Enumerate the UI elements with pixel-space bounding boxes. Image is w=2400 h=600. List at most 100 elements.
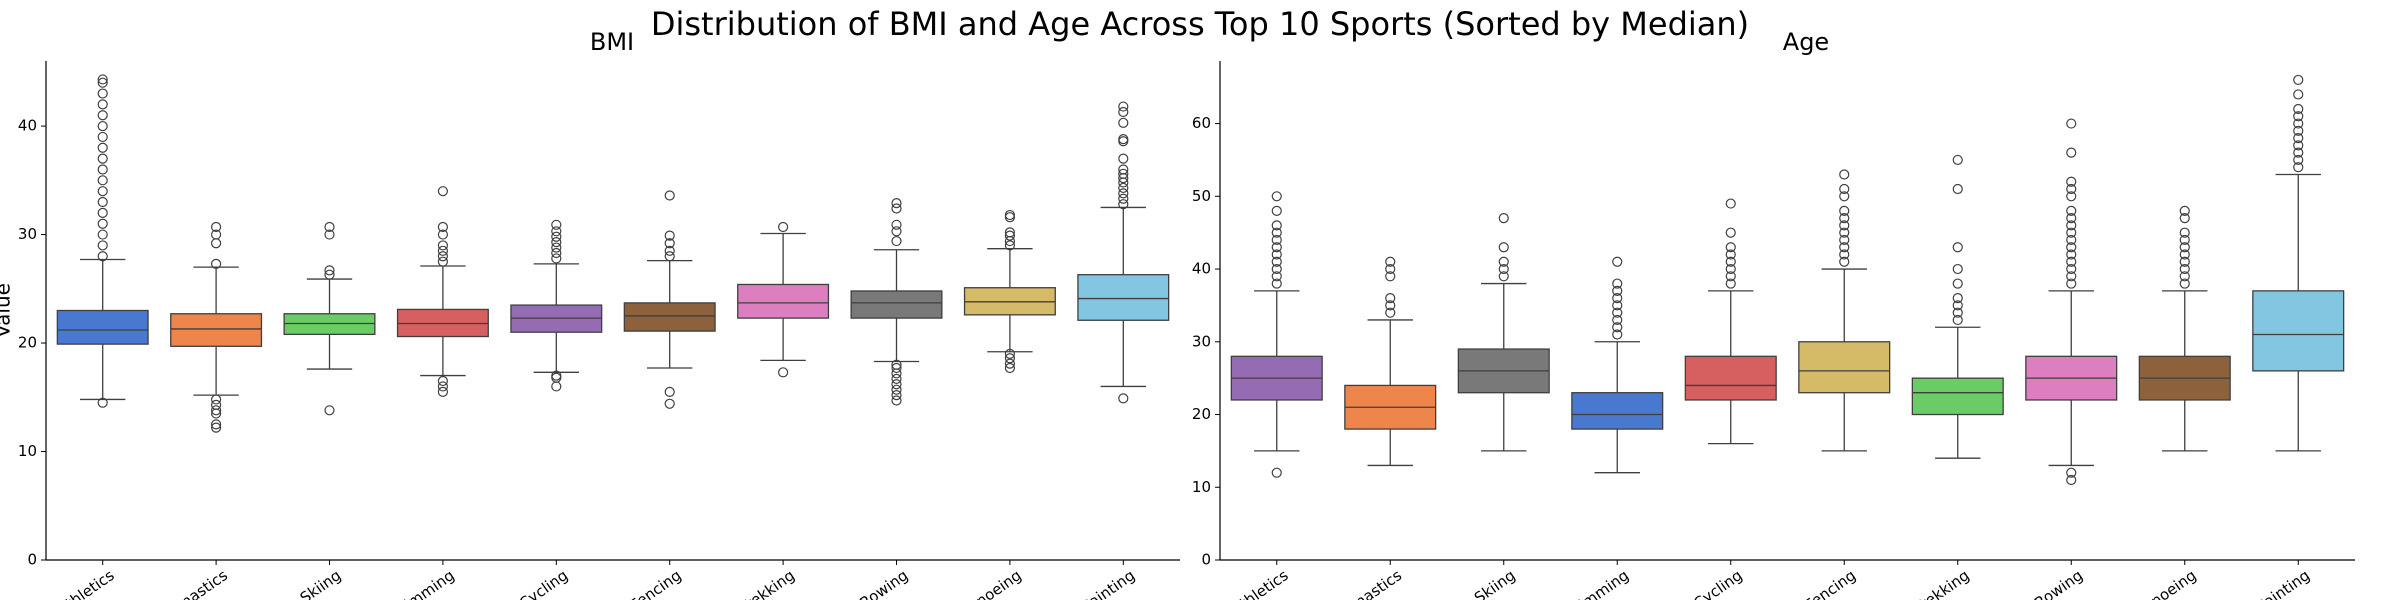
outlier [211, 422, 222, 433]
outlier [97, 229, 108, 240]
outlier [1118, 106, 1129, 118]
outlier [1612, 322, 1623, 333]
box [1571, 392, 1664, 430]
outlier [1118, 168, 1129, 179]
outlier [1952, 154, 1963, 166]
outlier [1271, 263, 1282, 275]
outlier [1271, 205, 1282, 216]
outlier [2293, 133, 2304, 144]
outlier [2293, 125, 2304, 136]
outlier [1725, 263, 1736, 275]
outlier [551, 247, 562, 259]
outlier [1271, 191, 1282, 202]
outlier [437, 240, 448, 251]
outlier [1271, 227, 1282, 238]
outlier [664, 386, 675, 397]
outlier [1612, 300, 1623, 311]
y-tick-label: 20 [18, 334, 37, 352]
outlier [1271, 249, 1282, 260]
outlier [1271, 256, 1282, 267]
outlier [1498, 263, 1509, 275]
outlier [1839, 169, 1850, 180]
outlier [211, 394, 222, 405]
outlier [891, 384, 902, 395]
outlier [1004, 240, 1016, 251]
outlier [2066, 183, 2077, 195]
outlier [2293, 147, 2304, 158]
y-tick-label: 0 [1201, 551, 1211, 569]
outlier [664, 230, 675, 241]
outlier [1952, 300, 1963, 311]
outlier [1498, 256, 1509, 267]
box [1077, 274, 1170, 321]
chart-title: BMI [590, 28, 634, 56]
outlier [1385, 256, 1396, 267]
outlier [211, 229, 222, 240]
outlier [1385, 293, 1396, 304]
outlier [1118, 164, 1129, 175]
y-tick-label: 40 [1192, 260, 1211, 278]
outlier [2066, 227, 2077, 238]
outlier [97, 240, 108, 251]
outlier [97, 251, 108, 262]
outlier [1004, 358, 1016, 369]
chart-title: Age [1783, 28, 1829, 56]
outlier [1839, 227, 1850, 238]
outlier [1498, 271, 1509, 282]
outlier [1385, 271, 1396, 282]
outlier [1725, 227, 1736, 238]
outlier [437, 256, 448, 267]
outlier [1839, 242, 1850, 253]
outlier [891, 219, 902, 230]
outlier [1118, 101, 1129, 112]
outlier [1118, 188, 1129, 199]
outlier [1118, 199, 1129, 210]
outlier [777, 221, 789, 233]
outlier [2179, 263, 2190, 275]
outlier [2066, 249, 2077, 260]
outlier [1612, 314, 1623, 326]
outlier [891, 373, 902, 384]
outlier [2066, 278, 2077, 289]
outlier [891, 395, 902, 406]
outlier [551, 237, 562, 248]
outlier [1952, 278, 1963, 289]
outlier [97, 186, 108, 197]
y-tick-label: 50 [1192, 187, 1211, 205]
figure-title: Distribution of BMI and Age Across Top 1… [651, 5, 1749, 43]
outlier [2066, 147, 2077, 158]
outlier [1118, 182, 1129, 194]
outlier [324, 269, 335, 280]
outlier [1385, 300, 1396, 311]
outlier [2293, 140, 2304, 151]
box [1911, 377, 2004, 416]
outlier [2293, 154, 2304, 166]
outlier [1725, 256, 1736, 267]
outlier [2179, 271, 2190, 282]
outlier [97, 397, 108, 408]
outlier [1952, 263, 1963, 275]
outlier [2179, 242, 2190, 253]
outlier [437, 186, 448, 197]
outlier [891, 359, 902, 370]
outlier [437, 251, 448, 262]
outlier [1612, 256, 1623, 267]
outlier [1118, 393, 1129, 404]
outlier [2066, 205, 2077, 216]
outlier [2293, 111, 2304, 122]
outlier [2066, 474, 2077, 486]
outlier [437, 221, 448, 233]
outlier [97, 153, 108, 164]
outlier [1952, 242, 1963, 253]
outlier [1952, 314, 1963, 326]
outlier [1385, 307, 1396, 318]
outlier [1725, 249, 1736, 260]
outlier [97, 99, 108, 110]
outlier [1725, 198, 1736, 209]
outlier [97, 142, 108, 153]
outlier [664, 398, 675, 409]
outlier [1612, 285, 1623, 296]
outlier [664, 238, 675, 249]
outlier [1839, 191, 1850, 202]
